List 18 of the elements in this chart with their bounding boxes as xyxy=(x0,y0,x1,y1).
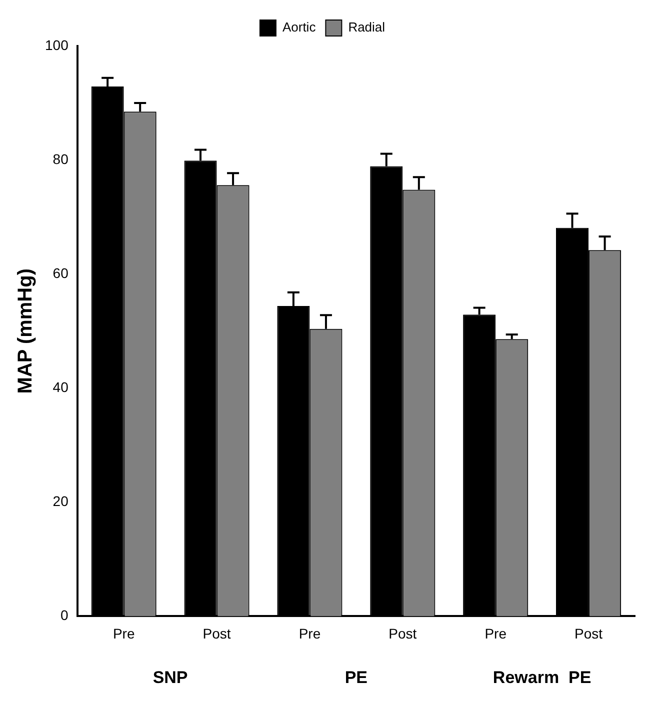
y-tick-label: 80 xyxy=(52,150,69,167)
text: PE xyxy=(344,668,368,687)
x-tick-label: Post xyxy=(202,625,231,642)
x-tick-label: Pre xyxy=(112,625,135,642)
legend-label: Radial xyxy=(348,20,386,35)
x-tick-label: Post xyxy=(388,625,417,642)
x-tick-label: Post xyxy=(574,625,603,642)
text: Rewarm PE xyxy=(492,668,592,687)
y-tick-label: 0 xyxy=(60,607,69,624)
x-tick-label: Pre xyxy=(484,625,507,642)
x-tick-label: Pre xyxy=(298,625,321,642)
y-axis-title: MAP (mmHg) xyxy=(14,268,37,394)
y-tick-label: 60 xyxy=(52,264,69,281)
legend-label: Aortic xyxy=(282,20,316,35)
y-tick-label: 100 xyxy=(45,36,69,53)
y-tick-label: 40 xyxy=(52,378,69,395)
y-tick-label: 20 xyxy=(52,493,69,510)
text: SNP xyxy=(152,668,188,687)
